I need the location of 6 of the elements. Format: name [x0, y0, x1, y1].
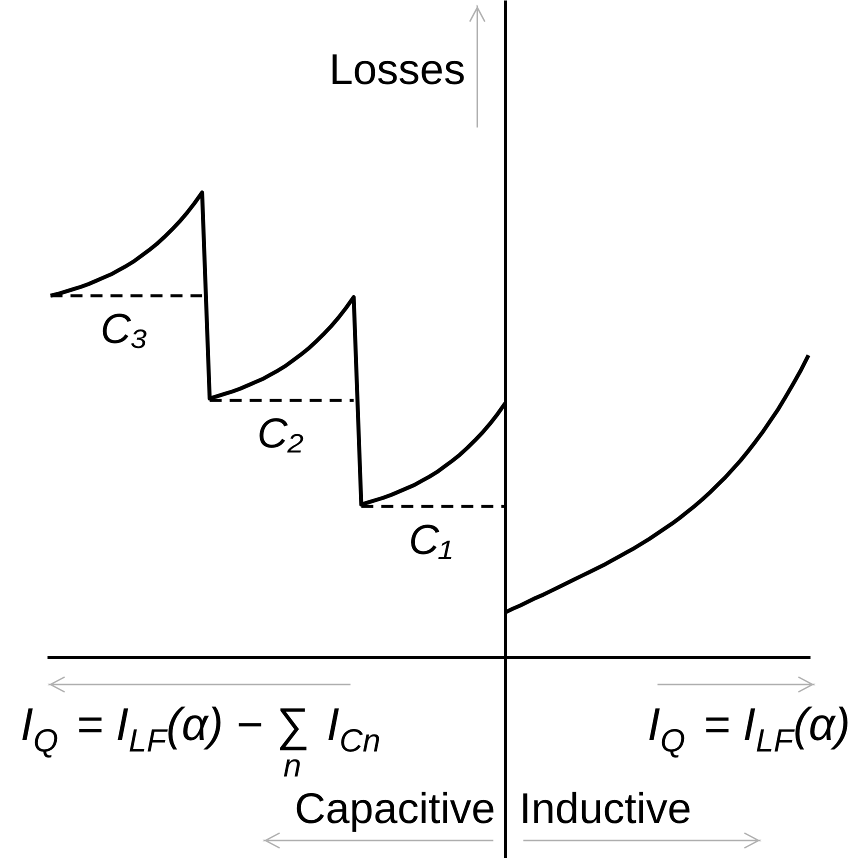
text: Inductive — [519, 785, 692, 834]
text: Capacitive — [294, 785, 496, 834]
y-axis-title: Losses — [329, 46, 466, 94]
series-label: C₃ — [100, 305, 148, 352]
series-label: C₂ — [257, 410, 304, 457]
series-label: C₁ — [408, 516, 452, 563]
